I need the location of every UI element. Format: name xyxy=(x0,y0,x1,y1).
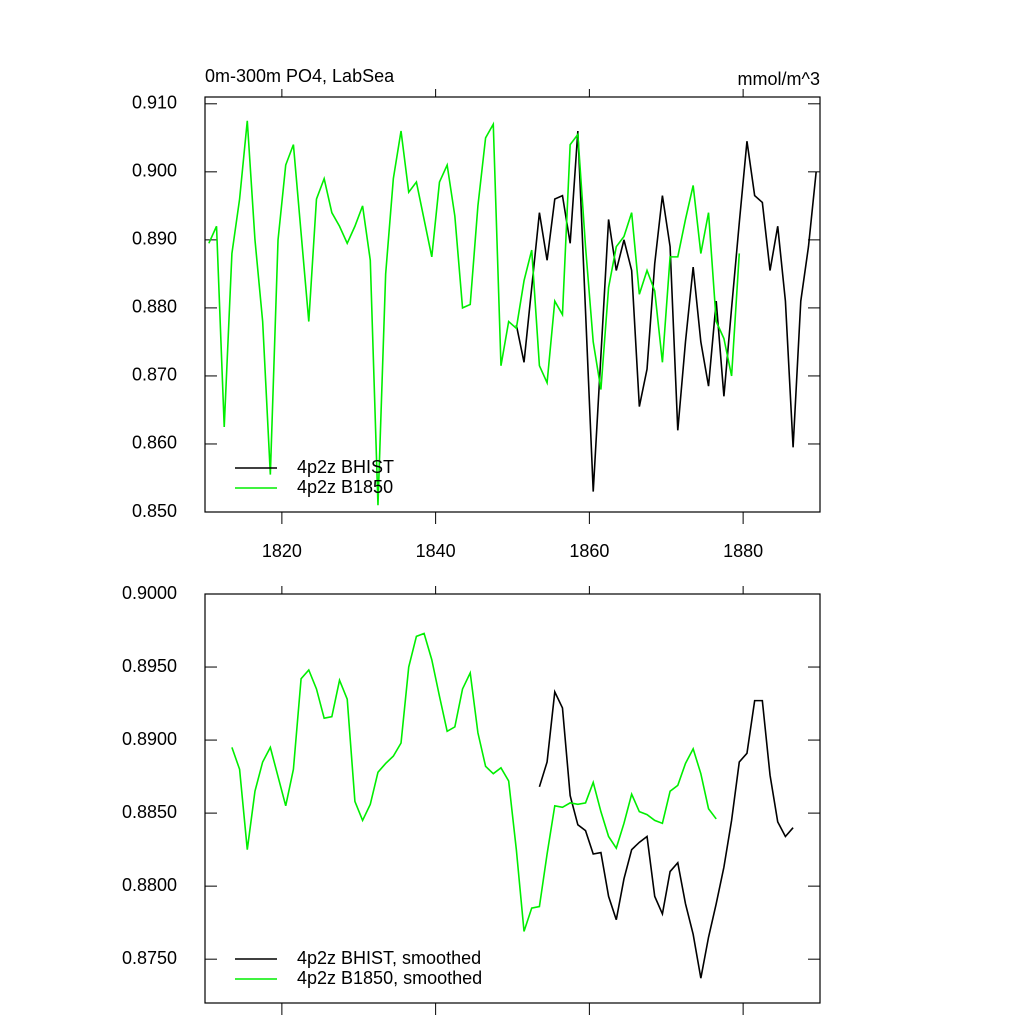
y-tick-label: 0.8950 xyxy=(122,656,177,676)
legend-label: 4p2z B1850, smoothed xyxy=(297,968,482,988)
y-tick-label: 0.8850 xyxy=(122,802,177,822)
x-tick-label: 1880 xyxy=(723,541,763,561)
data-line xyxy=(538,688,794,979)
data-line xyxy=(231,632,717,932)
y-tick-label: 0.8900 xyxy=(122,729,177,749)
y-tick-label: 0.890 xyxy=(132,229,177,249)
x-tick-label: 1860 xyxy=(569,541,609,561)
plot-frame xyxy=(204,96,821,513)
plot-frame xyxy=(204,593,821,1004)
y-tick-label: 0.850 xyxy=(132,501,177,521)
y-tick-label: 0.9000 xyxy=(122,583,177,603)
units-label: mmol/m^3 xyxy=(738,69,820,89)
y-tick-label: 0.870 xyxy=(132,365,177,385)
x-tick-label: 1840 xyxy=(416,541,456,561)
y-tick-label: 0.880 xyxy=(132,297,177,317)
y-tick-label: 0.8750 xyxy=(122,948,177,968)
data-line xyxy=(208,120,741,506)
y-tick-label: 0.860 xyxy=(132,433,177,453)
y-tick-label: 0.910 xyxy=(132,93,177,113)
y-tick-label: 0.8800 xyxy=(122,875,177,895)
y-tick-label: 0.900 xyxy=(132,161,177,181)
legend-label: 4p2z BHIST xyxy=(297,457,394,477)
legend-label: 4p2z B1850 xyxy=(297,477,393,497)
legend-label: 4p2z BHIST, smoothed xyxy=(297,948,481,968)
x-tick-label: 1820 xyxy=(262,541,302,561)
chart-title: 0m-300m PO4, LabSea xyxy=(205,66,395,86)
